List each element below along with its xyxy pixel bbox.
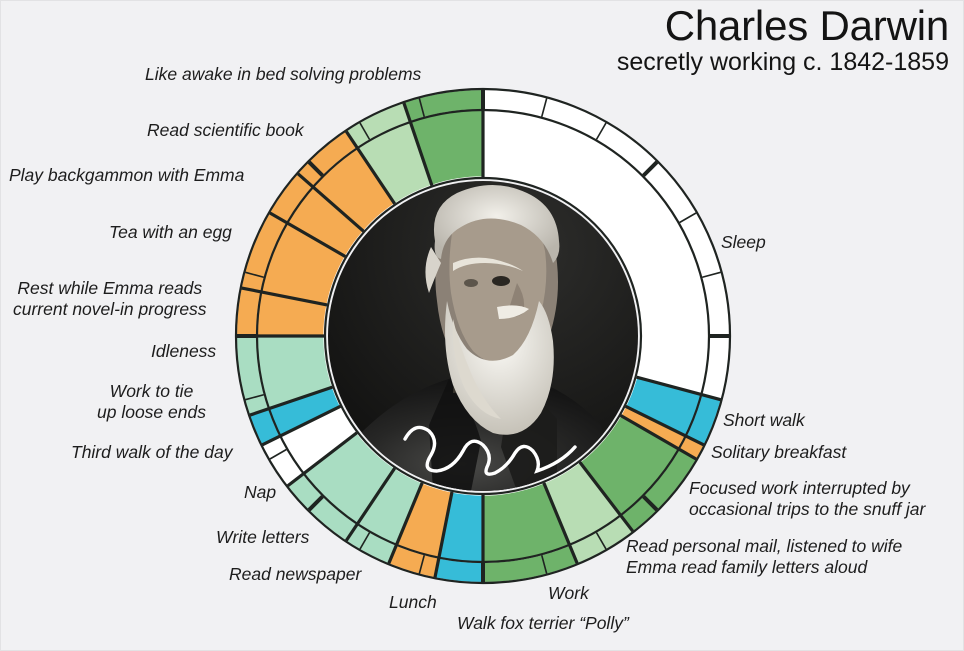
segment-divider [542,482,579,564]
hour-tick [359,532,371,550]
label-nap: Nap [244,482,277,502]
activity-rim-segment[interactable] [287,474,357,541]
activity-rim-segment[interactable] [269,173,313,223]
hour-tick-major [307,495,324,512]
segment-divider [241,286,328,307]
activity-rim-segment[interactable] [621,449,697,532]
activity-rim-segment[interactable] [250,408,280,445]
label-sleep: Sleep [721,232,766,252]
label-work-to-tie-up-loose-ends: Work to tie up loose ends [97,381,206,422]
hour-tick [702,393,721,401]
hour-tick [269,448,287,460]
ring-outer-edge [234,87,732,585]
ring-mid-edge [255,108,711,564]
activity-rim-segment[interactable] [686,394,721,445]
hour-tick [595,122,607,140]
hour-tick [245,271,264,279]
hour-tick [679,448,697,460]
hour-rim [237,90,729,582]
label-solitary-breakfast: Solitary breakfast [711,442,847,462]
label-like-awake-in-bed: Like awake in bed solving problems [145,64,422,84]
hour-tick [359,122,371,140]
segment-divider [433,491,454,578]
label-read-scientific-book: Read scientific book [147,120,304,140]
signature-mark [403,425,577,476]
segment-divider [624,404,705,447]
label-tea-with-an-egg: Tea with an egg [109,222,232,242]
page-subtitle: secretly working c. 1842-1859 [616,47,949,76]
portrait-photo [328,181,638,491]
label-lunch: Lunch [389,592,437,612]
label-read-newspaper: Read newspaper [229,564,362,584]
hour-tick [540,98,548,117]
label-read-personal-mail: Read personal mail, listened to wife Emm… [626,536,903,577]
hour-tick-major [307,160,324,177]
ring-inner-edge [323,176,643,496]
label-work: Work [548,583,589,603]
activity-rim-segment[interactable] [388,545,439,578]
page-title: Charles Darwin [664,2,949,49]
hour-tick [418,98,426,117]
hour-tick [540,555,548,574]
label-rest-while-emma-reads: Rest while Emma reads current novel-in p… [13,278,207,319]
hour-ticks [237,90,729,582]
activity-rim-segment[interactable] [483,545,578,582]
label-focused-work-snuff-jar: Focused work interrupted by occasional t… [689,478,926,519]
title-block: Charles Darwin secretly working c. 1842-… [616,2,949,76]
segment-divider [286,431,358,488]
label-write-letters: Write letters [216,527,310,547]
segment-divider [387,482,424,564]
activity-rim-segment[interactable] [237,288,261,336]
hour-tick [595,532,607,550]
label-short-walk: Short walk [723,410,805,430]
activity-rim-segment[interactable] [262,436,303,486]
label-third-walk-of-the-day: Third walk of the day [71,442,233,462]
hour-tick-major [642,160,659,177]
segment-divider [344,467,396,542]
hour-tick-major [642,495,659,512]
hour-tick [702,271,721,279]
label-play-backgammon: Play backgammon with Emma [9,165,245,185]
segment-divider [578,461,635,533]
activity-rim-segment[interactable] [298,131,357,187]
segment-divider [249,385,333,417]
label-idleness: Idleness [151,341,217,361]
activity-rim-segment[interactable] [346,524,397,564]
segment-divider [261,404,342,447]
hour-tick [245,393,264,401]
segment-divider [296,172,365,233]
segment-divider [344,130,396,205]
hour-tick [269,212,287,224]
activity-rim-segment[interactable] [435,558,483,582]
hour-tick [679,212,697,224]
hour-tick [418,555,426,574]
label-walk-fox-terrier: Walk fox terrier “Polly” [457,613,629,633]
activity-rim-segment[interactable] [346,103,411,148]
activity-band [255,108,711,564]
activity-rim-segment[interactable] [241,213,287,292]
segment-divider [402,102,434,186]
